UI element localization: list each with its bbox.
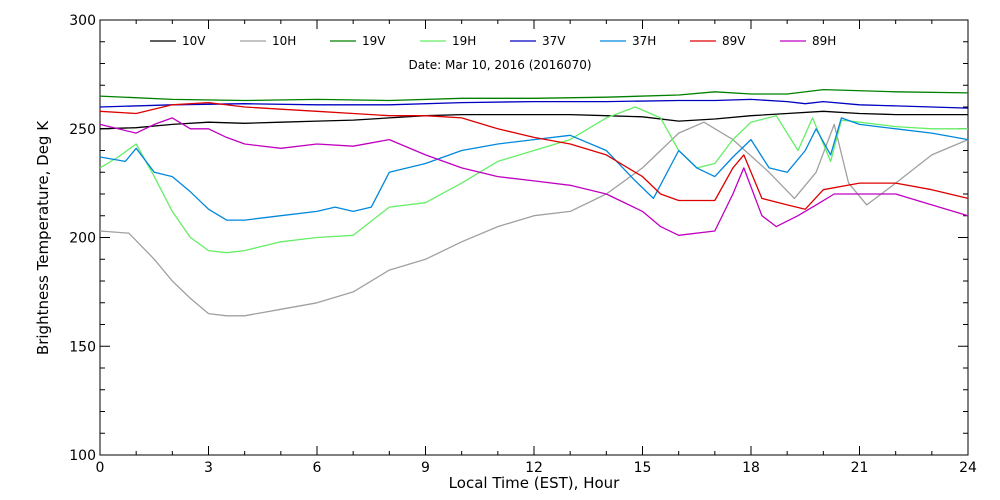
legend-label-10v: 10V: [182, 34, 206, 48]
y-tick-label: 250: [69, 122, 96, 138]
legend: 10V 10H 19V 19H 37V 37H 89V 89H: [150, 34, 836, 48]
y-axis-title: Brightness Temperature, Deg K: [34, 120, 52, 355]
series-line-10h: [99, 121, 969, 317]
x-tick-label: 15: [634, 460, 652, 476]
plot-frame: [99, 19, 969, 456]
x-tick-label: 0: [96, 460, 105, 476]
y-tick-label: 300: [69, 13, 96, 29]
x-tick-label: 21: [851, 460, 869, 476]
series-line-10v: [99, 110, 968, 130]
y-tick-label: 100: [69, 448, 96, 464]
y-tick-label: 200: [69, 231, 96, 247]
legend-label-37v: 37V: [542, 34, 566, 48]
x-tick-label: 18: [742, 460, 760, 476]
x-tick-label: 24: [959, 460, 977, 476]
x-tick-label: 3: [204, 460, 213, 476]
x-tick-label: 6: [313, 460, 322, 476]
legend-label-19v: 19V: [362, 34, 386, 48]
series-line-89h: [99, 117, 969, 236]
x-tick-label: 9: [421, 460, 430, 476]
date-annotation: Date: Mar 10, 2016 (2016070): [408, 58, 591, 72]
legend-label-89h: 89H: [812, 34, 836, 48]
legend-label-37h: 37H: [632, 34, 656, 48]
series-line-89v: [99, 101, 969, 210]
legend-label-10h: 10H: [272, 34, 296, 48]
series-lines: [99, 88, 969, 317]
x-tick-label: 12: [525, 460, 543, 476]
x-axis-title: Local Time (EST), Hour: [449, 474, 620, 492]
series-line-19v: [99, 88, 969, 102]
y-tick-label: 150: [69, 339, 96, 355]
axis-ticks: 0 3 6 9 12 15 18 21 24 100 150 200 250 300: [69, 13, 977, 476]
series-line-37v: [99, 98, 969, 109]
series-line-37h: [99, 117, 969, 221]
legend-label-89v: 89V: [722, 34, 746, 48]
legend-label-19h: 19H: [452, 34, 476, 48]
